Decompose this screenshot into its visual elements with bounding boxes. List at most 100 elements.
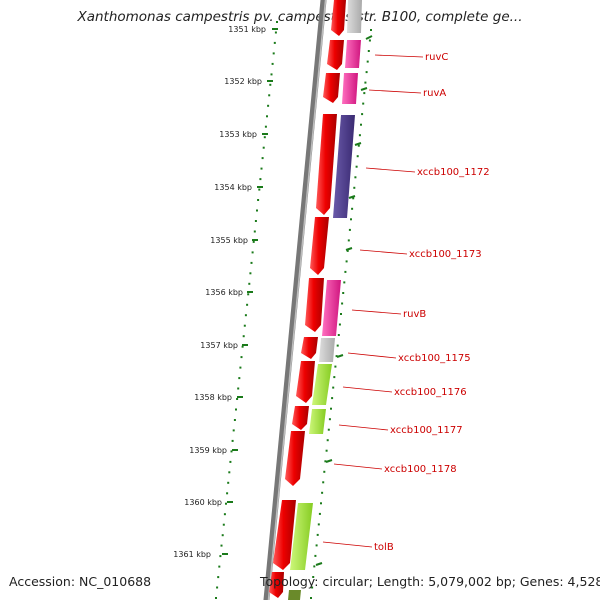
scale-dot [268, 94, 271, 97]
cog-block[interactable] [322, 280, 341, 336]
scale-dot [350, 218, 352, 221]
scale-dot [225, 502, 227, 505]
scale-dot [322, 481, 325, 484]
scale-dot [250, 261, 253, 264]
gene-label-xccb100-1173[interactable]: xccb100_1173 [409, 249, 482, 260]
accession-text: Accession: NC_010688 [9, 574, 152, 589]
scale-dot [266, 115, 268, 118]
cog-block[interactable] [342, 73, 358, 104]
cog-block[interactable] [347, 0, 362, 33]
scale-dot [347, 239, 350, 242]
feature-ticks [315, 35, 373, 566]
scale-dot [321, 491, 324, 494]
gene-label-xccb100-1172[interactable]: xccb100_1172 [417, 167, 490, 178]
scale-dot [314, 554, 317, 557]
cog-block[interactable] [290, 503, 313, 570]
scale-dot [248, 282, 251, 285]
cds-arrow[interactable] [301, 337, 318, 359]
gene-label-xccb100-1176[interactable]: xccb100_1176 [394, 387, 467, 398]
scale-dot [249, 272, 252, 275]
cds-arrow[interactable] [292, 406, 309, 430]
cds-arrow[interactable] [269, 572, 284, 598]
scale-dot [271, 62, 274, 65]
cog-track[interactable] [288, 0, 362, 600]
gene-label-ruvB[interactable]: ruvB [403, 309, 426, 320]
scale-label: 1353 kbp [219, 130, 257, 139]
scale-dot [331, 397, 334, 400]
genome-summary-text: Topology: circular; Length: 5,079,002 bp… [260, 574, 600, 589]
cog-block[interactable] [319, 338, 335, 362]
cds-arrow[interactable] [331, 0, 346, 36]
cog-block[interactable] [309, 409, 326, 434]
cds-arrow[interactable] [296, 361, 315, 403]
scale-label: 1351 kbp [228, 25, 266, 34]
gene-label-ruvC[interactable]: ruvC [425, 52, 448, 63]
cog-block[interactable] [312, 364, 332, 405]
scale-dot [241, 345, 244, 348]
gene-labels[interactable]: ruvC ruvA xccb100_1172 xccb100_1173 ruvB… [374, 52, 490, 553]
cds-arrow[interactable] [285, 431, 305, 486]
scale-dot [237, 387, 240, 390]
scale-labels: 1351 kbp 1352 kbp 1353 kbp 1354 kbp 1355… [173, 25, 266, 559]
scale-dot [333, 376, 336, 379]
cds-arrow[interactable] [273, 500, 296, 570]
scale-dot [235, 408, 237, 411]
cds-arrow[interactable] [310, 217, 329, 275]
scale-dot [220, 544, 223, 547]
scale-dot [236, 398, 239, 400]
scale-dot [340, 313, 342, 315]
gene-label-leaders [322, 54, 424, 548]
inner-dotted-arc [310, 29, 372, 599]
scale-dot [335, 355, 338, 358]
scale-dot [231, 439, 234, 442]
scale-dot [226, 492, 229, 495]
cds-track[interactable] [269, 0, 346, 598]
scale-dot [345, 260, 348, 263]
scale-dot [318, 512, 321, 515]
scale-dot [367, 50, 370, 52]
gene-label-tolB[interactable]: tolB [374, 542, 394, 553]
cog-block[interactable] [345, 40, 361, 68]
cog-block[interactable] [288, 590, 301, 600]
scale-dot [239, 366, 242, 369]
scale-dot [252, 240, 255, 243]
scale-dot [313, 565, 316, 568]
scale-dot [238, 377, 241, 380]
scale-dot [244, 314, 247, 317]
scale-dot [330, 407, 332, 410]
scale-dot [366, 60, 369, 63]
gene-label-xccb100-1177[interactable]: xccb100_1177 [390, 425, 463, 436]
scale-dot [317, 523, 320, 526]
scale-dot [215, 597, 217, 599]
gene-label-xccb100-1178[interactable]: xccb100_1178 [384, 464, 457, 475]
scale-dot [338, 323, 341, 326]
scale-dot [365, 71, 368, 74]
scale-dot [243, 324, 246, 327]
gene-label-ruvA[interactable]: ruvA [423, 88, 446, 99]
scale-label: 1352 kbp [224, 77, 262, 86]
scale-dot [269, 83, 272, 86]
scale-dot [358, 134, 361, 137]
scale-dot [230, 450, 233, 453]
scale-dot [219, 555, 222, 558]
cog-block[interactable] [333, 115, 355, 218]
scale-dot [267, 104, 270, 107]
cds-arrow[interactable] [327, 40, 344, 70]
cds-arrow[interactable] [305, 278, 324, 332]
cds-arrow[interactable] [323, 73, 340, 103]
scale-dot [346, 249, 349, 252]
scale-dot [334, 365, 337, 368]
scale-dot [216, 586, 219, 589]
scale-dot [353, 186, 356, 189]
scale-dot [325, 449, 328, 452]
scale-label: 1354 kbp [214, 183, 252, 192]
scale-dot [352, 197, 355, 200]
scale-label: 1360 kbp [184, 498, 222, 507]
scale-dot [344, 270, 347, 273]
scale-dot [351, 207, 354, 210]
map-title: Xanthomonas campestris pv. campestris st… [77, 9, 523, 25]
gene-label-xccb100-1175[interactable]: xccb100_1175 [398, 353, 471, 364]
cds-arrow[interactable] [316, 114, 337, 215]
scale-dot [246, 303, 249, 306]
